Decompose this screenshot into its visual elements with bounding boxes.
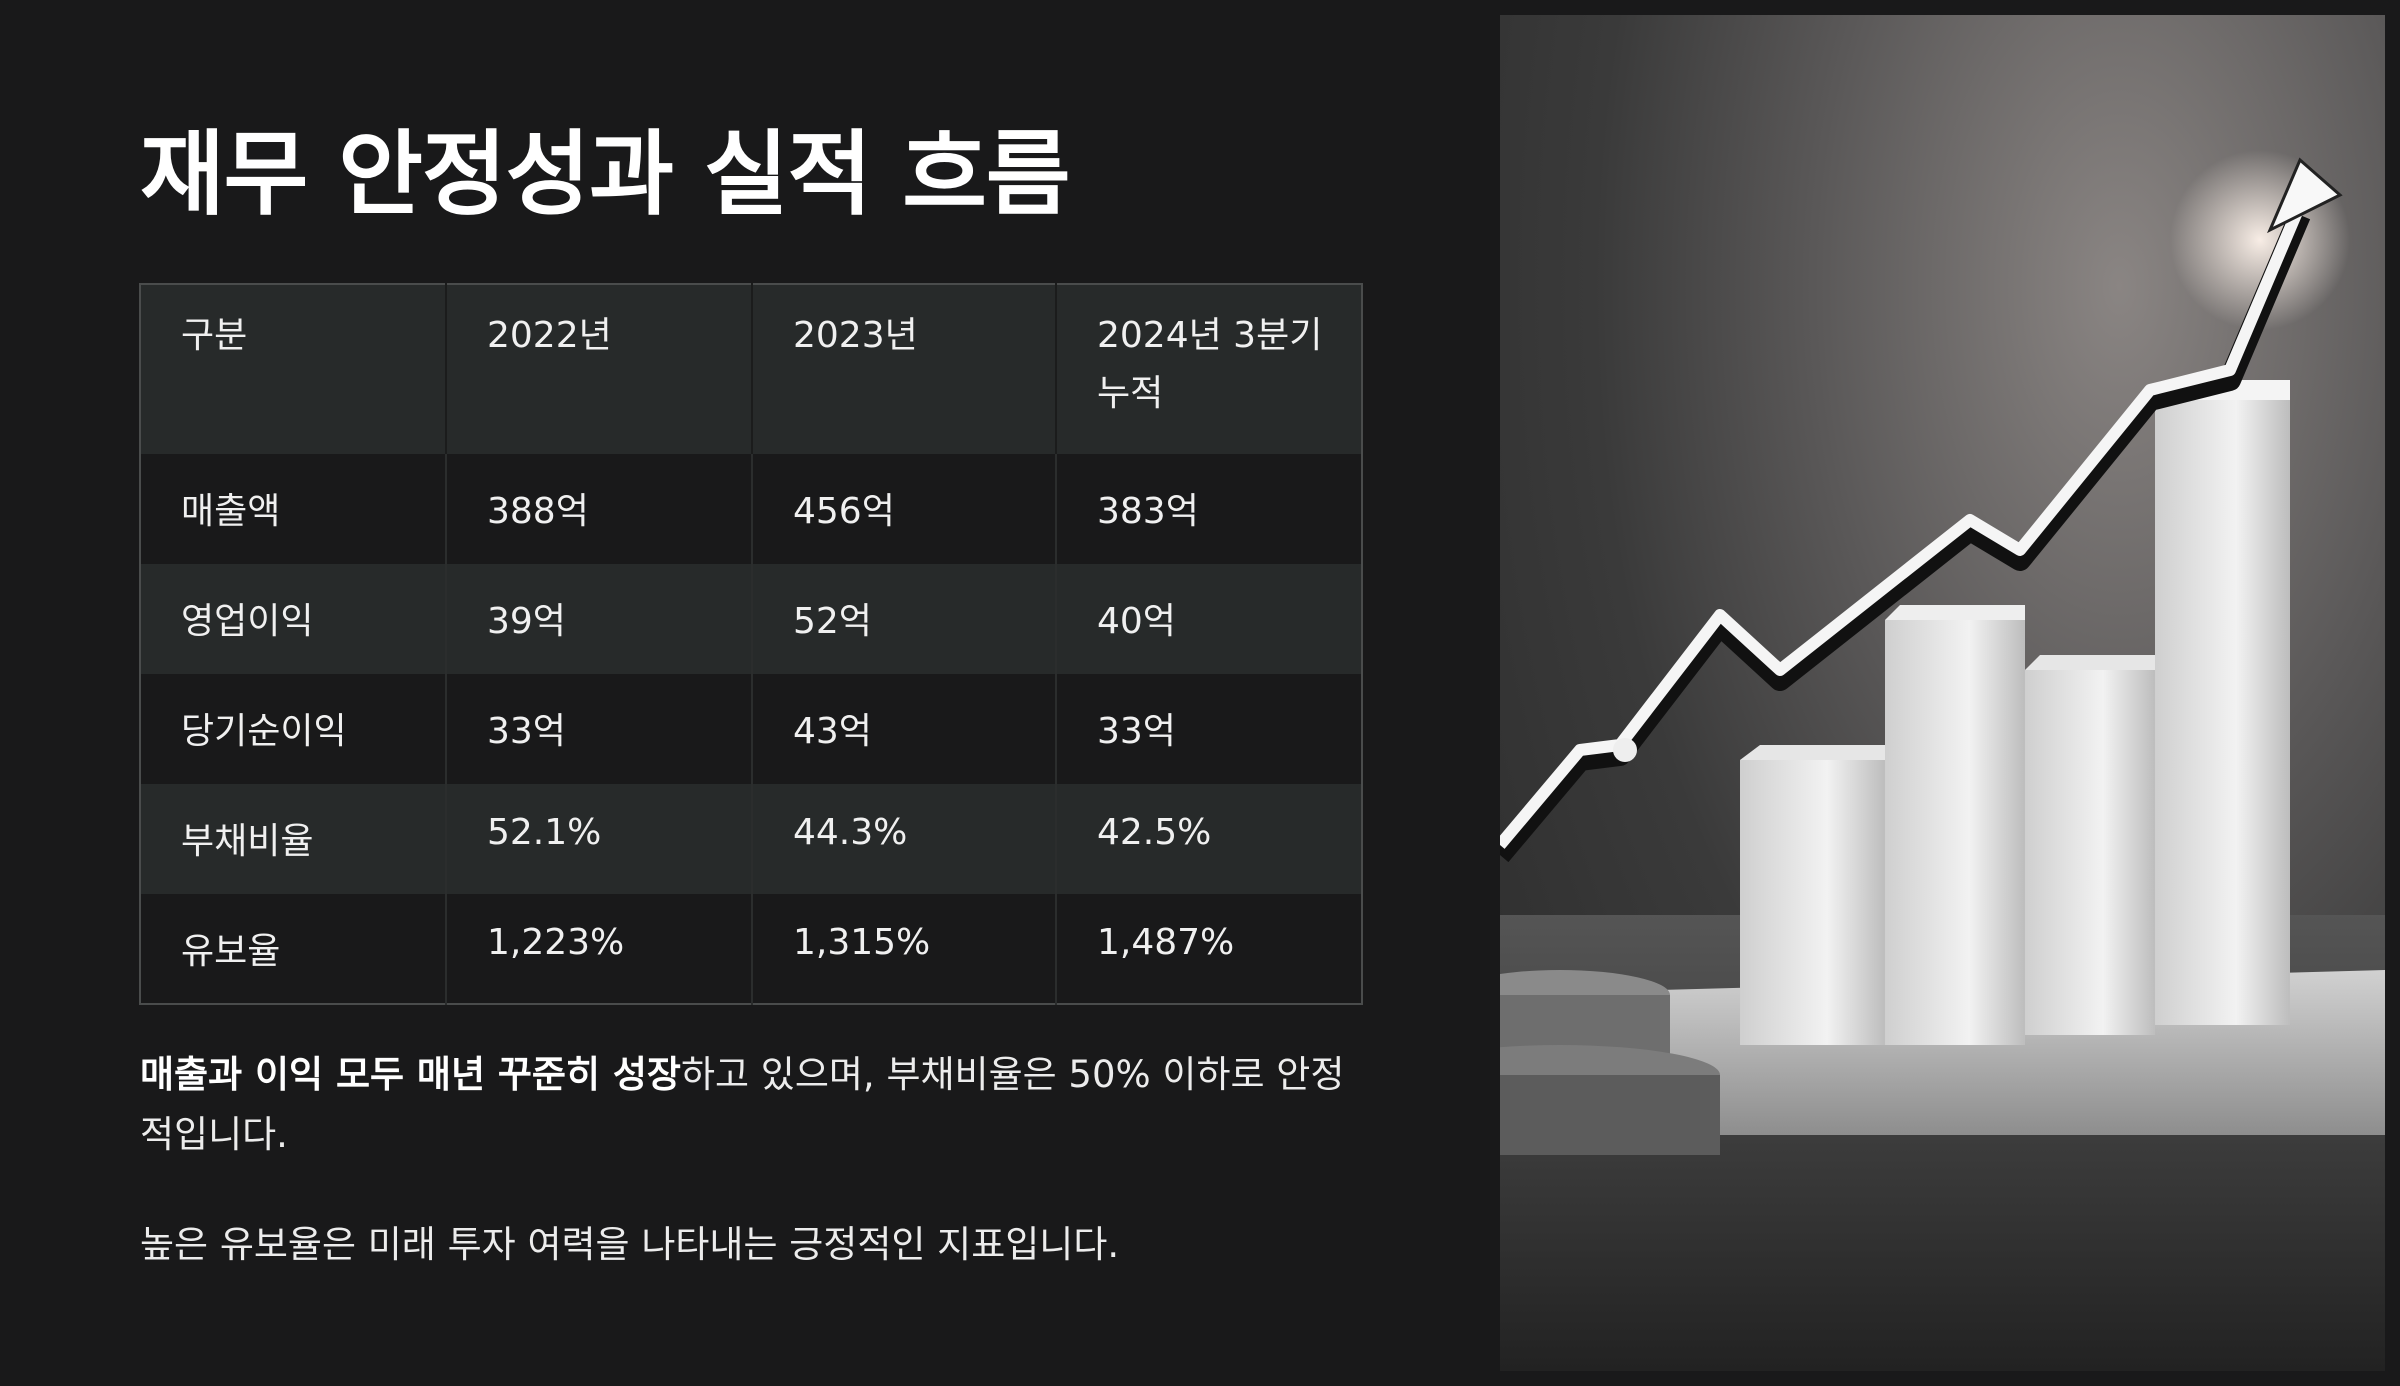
header-2022: 2022년 [446,284,753,454]
table-header: 구분 2022년 2023년 2024년 3분기 누적 [140,284,1362,454]
table-cell: 43억 [752,674,1057,784]
bar-3 [2025,655,2155,1035]
coin-stack-front-body [1500,1075,1720,1155]
table-cell: 33억 [446,674,753,784]
table-cell: 1,223% [446,894,753,1004]
header-category: 구분 [140,284,447,454]
coin-stack-body [1500,995,1670,1055]
description-secondary: 높은 유보율은 미래 투자 여력을 나타내는 긍정적인 지표입니다. [140,1223,1120,1266]
trend-point [1613,738,1637,762]
header-2024-q3: 2024년 3분기 누적 [1056,284,1362,454]
table-cell: 39억 [446,564,753,674]
content-panel: 재무 안정성과 실적 흐름 구분 2022년 2023년 2024년 3분기 누… [139,121,1370,1266]
trend-line-shadow [1500,210,2311,863]
financial-table: 구분 2022년 2023년 2024년 3분기 누적 매출액 388억 456… [139,283,1363,1005]
arrow-head-icon [2267,157,2343,234]
header-2023: 2023년 [752,284,1057,454]
description-text: 하고 있으며, 부채비율은 50% 이하로 안정적입니다. [140,1053,1345,1156]
table-cell: 456억 [752,454,1057,564]
trend-line [1500,202,2306,849]
table-cell: 383억 [1056,454,1362,564]
bar-4 [2155,380,2290,1025]
table-body: 매출액 388억 456억 383억 영업이익 39억 52억 40억 당기순이… [140,454,1362,1004]
table-row: 당기순이익 33억 43억 33억 [140,674,1362,784]
table-cell: 40억 [1056,564,1362,674]
table-cell: 52억 [752,564,1057,674]
table-cell: 52.1% [446,784,753,894]
row-label: 영업이익 [140,564,447,674]
page-title: 재무 안정성과 실적 흐름 [140,121,1070,228]
table-cell: 1,315% [752,894,1057,1004]
table-row: 영업이익 39억 52억 40억 [140,564,1362,674]
table-row: 유보율 1,223% 1,315% 1,487% [140,894,1362,1004]
table-cell: 44.3% [752,784,1057,894]
row-label: 매출액 [140,454,447,564]
table-header-row: 구분 2022년 2023년 2024년 3분기 누적 [140,284,1362,454]
table-row: 부채비율 52.1% 44.3% 42.5% [140,784,1362,894]
row-label: 당기순이익 [140,674,447,784]
description-paragraph: 매출과 이익 모두 매년 꾸준히 성장하고 있으며, 부채비율은 50% 이하로… [140,1045,1370,1165]
row-label: 유보율 [140,894,447,1004]
growth-chart-photo [1500,15,2385,1371]
description-highlight: 매출과 이익 모두 매년 꾸준히 성장 [140,1053,681,1096]
table-cell: 33억 [1056,674,1362,784]
table-cell: 1,487% [1056,894,1362,1004]
growth-illustration [1500,150,2385,1371]
row-label: 부채비율 [140,784,447,894]
bar-1 [1740,745,1885,1045]
table-cell: 388억 [446,454,753,564]
bar-2 [1885,605,2025,1045]
table-row: 매출액 388억 456억 383억 [140,454,1362,564]
table-cell: 42.5% [1056,784,1362,894]
